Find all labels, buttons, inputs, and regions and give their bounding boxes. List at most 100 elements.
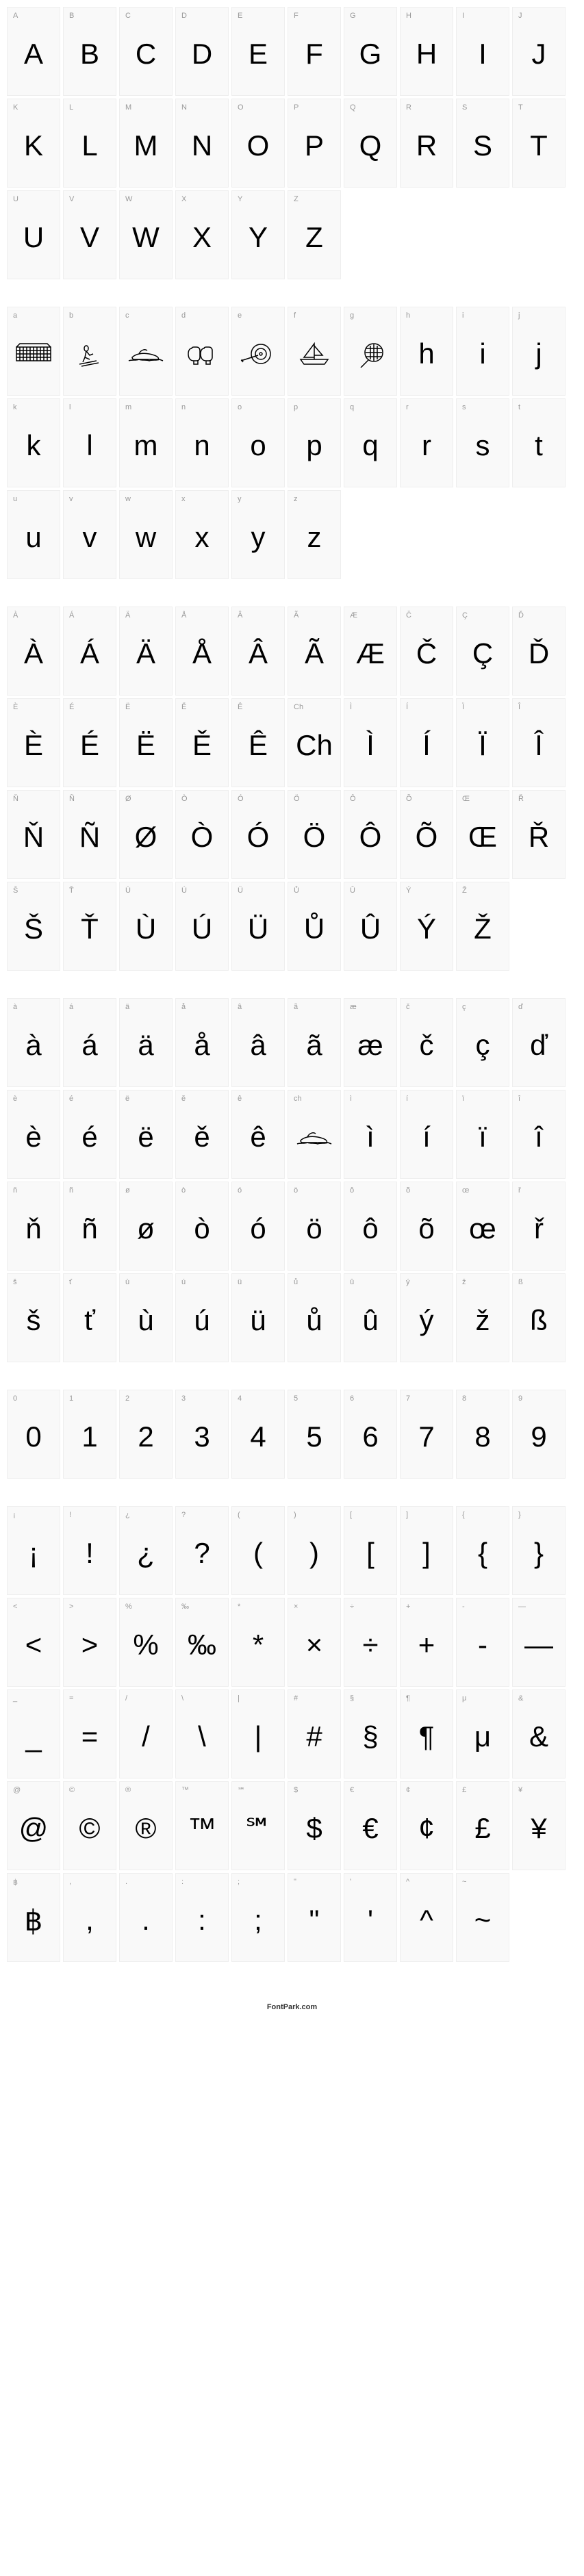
glyph-label: r	[401, 399, 453, 418]
glyph-display: j	[513, 327, 565, 395]
glyph-cell: ℠℠	[231, 1781, 285, 1870]
glyph-label: î	[513, 1091, 565, 1110]
glyph-display: č	[401, 1018, 453, 1086]
font-character-map: AABBCCDDEEFFGGHHIIJJKKLLMMNNOOPPQQRRSSTT…	[7, 7, 577, 1962]
glyph-label: b	[64, 307, 116, 327]
glyph-cell: ÉÉ	[63, 698, 116, 787]
glyph-label: Ï	[457, 699, 509, 718]
glyph-cell: ))	[288, 1506, 341, 1595]
glyph-label: ÷	[344, 1598, 396, 1618]
glyph-display: ÷	[344, 1618, 396, 1686]
glyph-cell: XX	[175, 190, 229, 279]
glyph-cell: >>	[63, 1598, 116, 1687]
glyph-label: Ô	[344, 791, 396, 810]
footer-text: FontPark.com	[267, 2003, 317, 2011]
glyph-cell: TT	[512, 99, 566, 188]
glyph-label: Ì	[344, 699, 396, 718]
glyph-display: Q	[344, 118, 396, 187]
glyph-label: Å	[176, 607, 228, 626]
glyph-cell: ch	[288, 1090, 341, 1179]
glyph-label: f	[288, 307, 340, 327]
glyph-cell: ^^	[400, 1873, 453, 1962]
glyph-label: Ç	[457, 607, 509, 626]
glyph-display: ř	[513, 1201, 565, 1270]
glyph-cell: zz	[288, 490, 341, 579]
glyph-cell: 33	[175, 1390, 229, 1479]
glyph-cell: ŇŇ	[7, 790, 60, 879]
glyph-display: o	[232, 418, 284, 487]
glyph-label: Ù	[120, 882, 172, 902]
glyph-label: ;	[232, 1874, 284, 1893]
glyph-cell: ++	[400, 1598, 453, 1687]
glyph-display: ¥	[513, 1801, 565, 1870]
glyph-label: K	[8, 99, 60, 118]
glyph-display: Y	[232, 210, 284, 279]
glyph-label: Ã	[288, 607, 340, 626]
glyph-cell: b	[63, 307, 116, 396]
glyph-cell: ÛÛ	[344, 882, 397, 971]
glyph-display: ê	[232, 1110, 284, 1178]
glyph-display: L	[64, 118, 116, 187]
glyph-display: !	[64, 1526, 116, 1594]
glyph-cell: e	[231, 307, 285, 396]
glyph-display: u	[8, 510, 60, 578]
glyph-cell: ÃÃ	[288, 607, 341, 696]
glyph-label: Z	[288, 191, 340, 210]
glyph-label: ~	[457, 1874, 509, 1893]
glyph-cell: 11	[63, 1390, 116, 1479]
glyph-display: Ì	[344, 718, 396, 787]
glyph-label: ì	[344, 1091, 396, 1110]
glyph-label: /	[120, 1690, 172, 1709]
glyph-cell: DD	[175, 7, 229, 96]
glyph-label: š	[8, 1274, 60, 1293]
glyph-cell: --	[456, 1598, 509, 1687]
glyph-cell: CC	[119, 7, 173, 96]
glyph-label: -	[457, 1598, 509, 1618]
glyph-label: U	[8, 191, 60, 210]
glyph-cell: **	[231, 1598, 285, 1687]
glyph-cell: ãã	[288, 998, 341, 1087]
glyph-cell: öö	[288, 1182, 341, 1271]
glyph-label: j	[513, 307, 565, 327]
glyph-label: O	[232, 99, 284, 118]
glyph-cell: ÌÌ	[344, 698, 397, 787]
glyph-cell: g	[344, 307, 397, 396]
glyph-cell: AA	[7, 7, 60, 96]
skier-icon	[64, 327, 116, 395]
glyph-cell: ôô	[344, 1182, 397, 1271]
glyph-display: Í	[401, 718, 453, 787]
glyph-display: œ	[457, 1201, 509, 1270]
glyph-display: Ť	[64, 902, 116, 970]
glyph-display: Ø	[120, 810, 172, 878]
glyph-display: ì	[344, 1110, 396, 1178]
glyph-display: h	[401, 327, 453, 395]
glyph-label: {	[457, 1507, 509, 1526]
glyph-display: Ë	[120, 718, 172, 787]
glyph-label: .	[120, 1874, 172, 1893]
glyph-display: 6	[344, 1410, 396, 1478]
glyph-label: ℠	[232, 1782, 284, 1801]
glyph-display: ç	[457, 1018, 509, 1086]
glyph-cell: ==	[63, 1689, 116, 1778]
glyph-cell: {{	[456, 1506, 509, 1595]
glyph-label: ¿	[120, 1507, 172, 1526]
glyph-cell: oo	[231, 398, 285, 487]
glyph-display: |	[232, 1709, 284, 1778]
glyph-display: ť	[64, 1293, 116, 1362]
glyph-label: <	[8, 1598, 60, 1618]
glyph-label: í	[401, 1091, 453, 1110]
glyph-display: {	[457, 1526, 509, 1594]
glyph-cell: ÁÁ	[63, 607, 116, 696]
glyph-display: [	[344, 1526, 396, 1594]
glyph-cell: čč	[400, 998, 453, 1087]
glyph-label: C	[120, 8, 172, 27]
glyph-cell: @@	[7, 1781, 60, 1870]
dartboard-icon	[232, 327, 284, 395]
glyph-cell: ‰‰	[175, 1598, 229, 1687]
glyph-cell: ฿฿	[7, 1873, 60, 1962]
glyph-cell: $$	[288, 1781, 341, 1870]
glyph-display: õ	[401, 1201, 453, 1270]
glyph-display: à	[8, 1018, 60, 1086]
glyph-label: 5	[288, 1390, 340, 1410]
glyph-label: ?	[176, 1507, 228, 1526]
